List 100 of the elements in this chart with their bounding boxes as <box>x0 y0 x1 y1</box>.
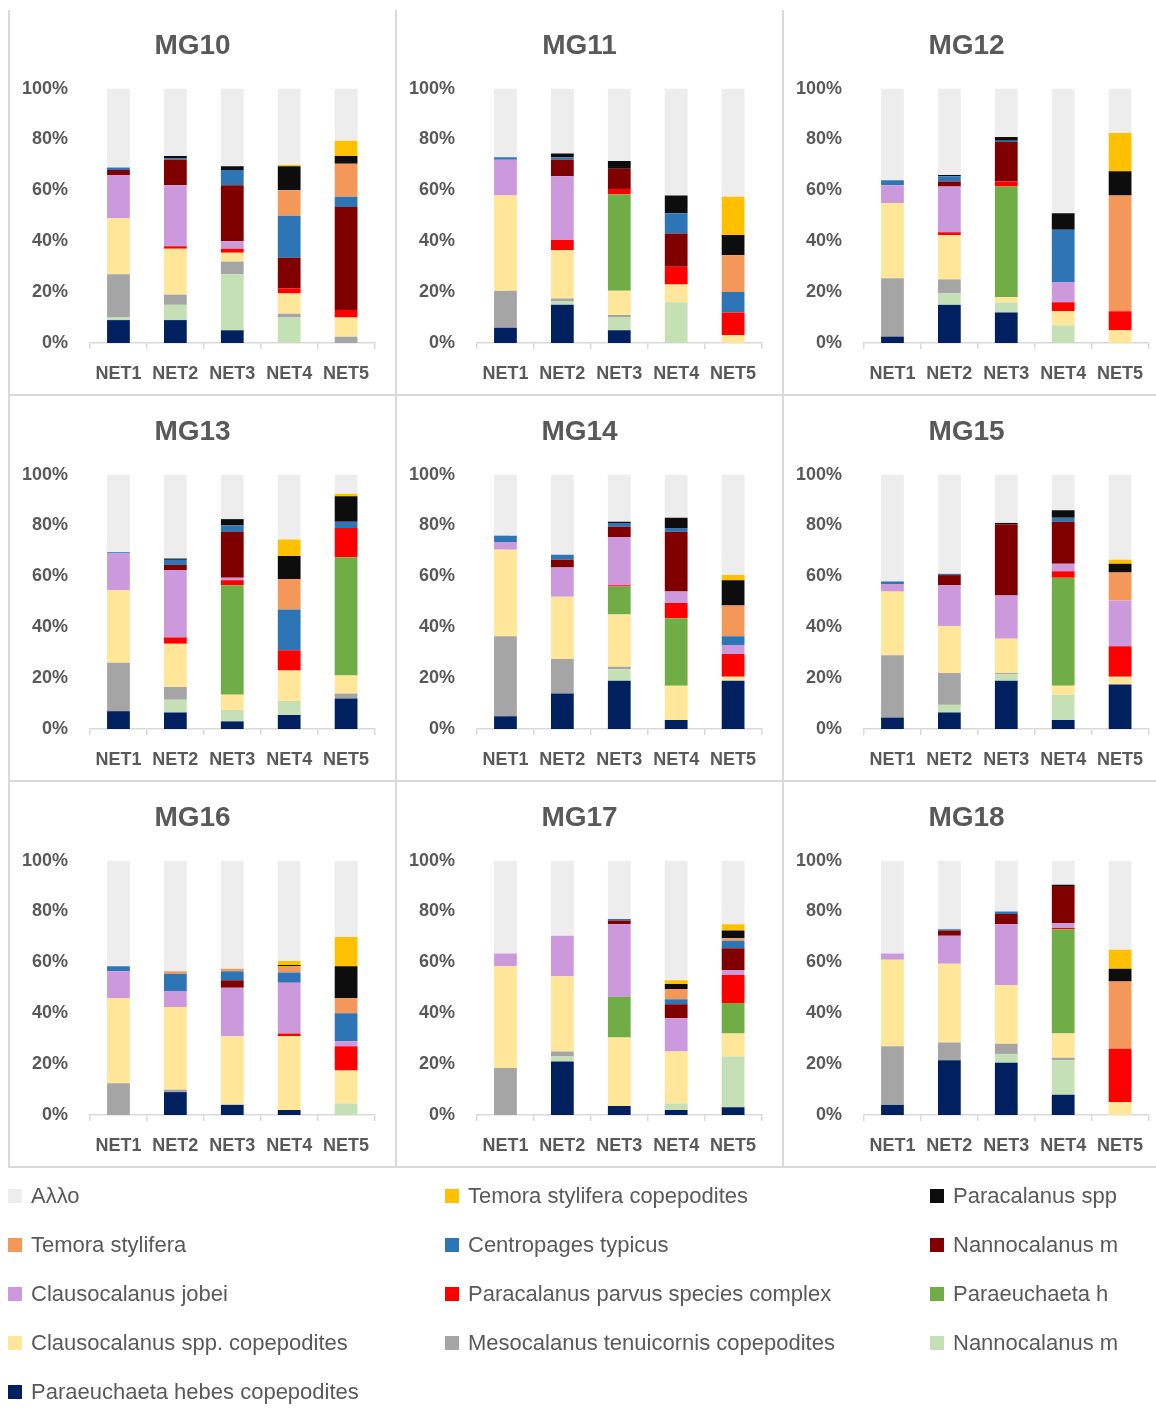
x-tick-label: NET4 <box>653 362 700 383</box>
legend-label: Mesocalanus tenuicornis copepodites <box>468 1329 835 1356</box>
y-tick-label: 80% <box>418 128 455 149</box>
legend-label: Paraeuchaeta h <box>953 1280 1109 1307</box>
y-tick-label: 80% <box>418 900 455 921</box>
y-tick-label: 20% <box>418 281 455 302</box>
y-tick-label: 60% <box>418 179 455 200</box>
y-tick-label: 20% <box>31 1053 68 1074</box>
chart-title: MG12 <box>928 28 1005 60</box>
legend-label: Paracalanus spp <box>953 1182 1117 1209</box>
chart-title: MG15 <box>928 414 1005 446</box>
x-tick-label: NET5 <box>710 748 757 769</box>
x-tick-label: NET3 <box>596 362 643 383</box>
x-tick-label: NET2 <box>539 362 586 383</box>
x-tick-label: NET5 <box>323 748 370 769</box>
y-tick-label: 40% <box>31 616 68 637</box>
x-tick-label: NET1 <box>482 362 529 383</box>
y-tick-label: 0% <box>428 717 455 738</box>
y-tick-label: 20% <box>31 281 68 302</box>
chart-title: MG17 <box>541 800 618 832</box>
legend-label: Αλλο <box>31 1182 80 1209</box>
x-tick-label: NET4 <box>653 1134 700 1155</box>
x-tick-label: NET5 <box>323 1134 370 1155</box>
x-tick-label: NET2 <box>539 1134 586 1155</box>
y-tick-label: 40% <box>31 1002 68 1023</box>
x-tick-label: NET5 <box>1097 362 1144 383</box>
y-tick-label: 40% <box>805 1002 842 1023</box>
x-tick-label: NET3 <box>596 1134 643 1155</box>
x-tick-label: NET5 <box>1097 1134 1144 1155</box>
y-tick-label: 20% <box>805 1053 842 1074</box>
legend-label: Temora stylifera <box>31 1231 187 1258</box>
x-tick-label: NET5 <box>323 362 370 383</box>
legend-label: Nannocalanus m <box>953 1329 1119 1356</box>
y-tick-label: 0% <box>41 1103 68 1124</box>
x-tick-label: NET3 <box>983 1134 1030 1155</box>
y-tick-label: 60% <box>31 951 68 972</box>
x-tick-label: NET3 <box>983 748 1030 769</box>
x-tick-label: NET2 <box>152 1134 199 1155</box>
y-tick-label: 0% <box>815 1103 842 1124</box>
y-tick-label: 80% <box>418 514 455 535</box>
y-tick-label: 60% <box>418 951 455 972</box>
x-tick-label: NET4 <box>1040 748 1087 769</box>
y-tick-label: 80% <box>805 128 842 149</box>
x-tick-label: NET5 <box>1097 748 1144 769</box>
x-tick-label: NET1 <box>95 362 142 383</box>
y-tick-label: 0% <box>815 331 842 352</box>
x-tick-label: NET4 <box>1040 1134 1087 1155</box>
chart-title: MG10 <box>154 28 231 60</box>
y-tick-label: 0% <box>41 331 68 352</box>
y-tick-label: 60% <box>418 565 455 586</box>
x-tick-label: NET2 <box>926 748 973 769</box>
x-tick-label: NET3 <box>983 362 1030 383</box>
chart-title: MG14 <box>541 414 619 446</box>
y-tick-label: 80% <box>805 900 842 921</box>
y-tick-label: 60% <box>805 951 842 972</box>
y-tick-label: 20% <box>418 1053 455 1074</box>
x-tick-label: NET4 <box>266 748 313 769</box>
y-tick-label: 60% <box>31 179 68 200</box>
x-tick-label: NET2 <box>926 1134 973 1155</box>
legend-label: Centropages typicus <box>468 1231 669 1258</box>
legend-label: Nannocalanus m <box>953 1231 1119 1258</box>
y-tick-label: 100% <box>795 849 842 870</box>
y-tick-label: 80% <box>31 128 68 149</box>
y-tick-label: 100% <box>408 77 455 98</box>
x-tick-label: NET4 <box>1040 362 1087 383</box>
chart-title: MG11 <box>542 28 617 60</box>
y-tick-label: 40% <box>418 616 455 637</box>
y-tick-label: 80% <box>805 514 842 535</box>
y-tick-label: 100% <box>21 849 68 870</box>
chart-title: MG18 <box>928 800 1005 832</box>
chart-title: MG13 <box>154 414 231 446</box>
chart-title: MG16 <box>154 800 231 832</box>
y-tick-label: 40% <box>31 230 68 251</box>
x-tick-label: NET1 <box>95 748 142 769</box>
x-tick-label: NET2 <box>926 362 973 383</box>
x-tick-label: NET4 <box>266 1134 313 1155</box>
y-tick-label: 80% <box>31 514 68 535</box>
y-tick-label: 80% <box>31 900 68 921</box>
x-tick-label: NET1 <box>869 748 916 769</box>
y-tick-label: 40% <box>805 616 842 637</box>
x-tick-label: NET3 <box>596 748 643 769</box>
x-tick-label: NET1 <box>869 1134 916 1155</box>
y-tick-label: 60% <box>31 565 68 586</box>
x-tick-label: NET1 <box>482 1134 529 1155</box>
legend-label: Paraeuchaeta hebes copepodites <box>31 1378 359 1405</box>
y-tick-label: 20% <box>31 667 68 688</box>
legend-label: Clausocalanus jobei <box>31 1280 228 1307</box>
y-tick-label: 20% <box>805 667 842 688</box>
legend-label: Clausocalanus spp. copepodites <box>31 1329 348 1356</box>
y-tick-label: 100% <box>408 849 455 870</box>
x-tick-label: NET1 <box>95 1134 142 1155</box>
y-tick-label: 100% <box>795 77 842 98</box>
y-tick-label: 0% <box>41 717 68 738</box>
y-tick-label: 20% <box>805 281 842 302</box>
y-tick-label: 40% <box>805 230 842 251</box>
x-tick-label: NET3 <box>209 748 256 769</box>
y-tick-label: 0% <box>428 1103 455 1124</box>
legend-label: Paracalanus parvus species complex <box>468 1280 832 1307</box>
y-tick-label: 60% <box>805 565 842 586</box>
y-tick-label: 60% <box>805 179 842 200</box>
